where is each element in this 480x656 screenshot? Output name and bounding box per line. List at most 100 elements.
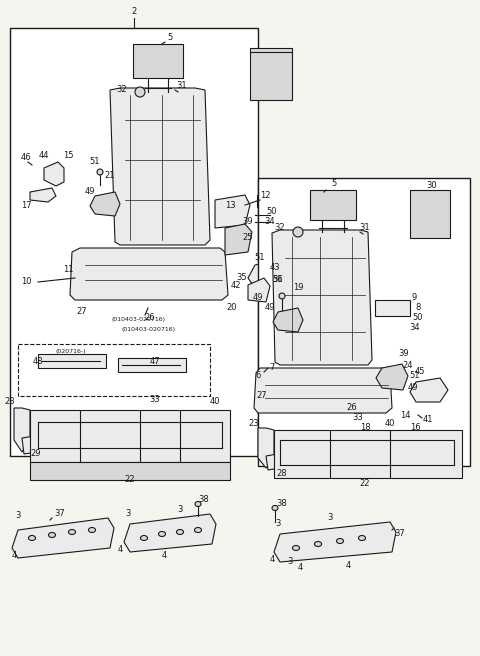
Polygon shape [90, 192, 120, 216]
Polygon shape [248, 260, 288, 288]
Text: 26: 26 [347, 403, 357, 413]
Bar [30, 410, 230, 462]
Text: 45: 45 [415, 367, 425, 377]
Text: 8: 8 [415, 304, 420, 312]
Text: 37: 37 [55, 510, 65, 518]
Text: 23: 23 [5, 398, 15, 407]
Text: 31: 31 [360, 224, 370, 232]
Ellipse shape [97, 169, 103, 175]
Polygon shape [14, 408, 30, 452]
Text: 2: 2 [132, 7, 137, 16]
Text: 33: 33 [150, 396, 160, 405]
Text: 29: 29 [31, 449, 41, 459]
Text: 27: 27 [77, 308, 87, 316]
Ellipse shape [135, 87, 145, 97]
Text: 46: 46 [21, 154, 31, 163]
Text: 26: 26 [144, 314, 156, 323]
Text: 23: 23 [249, 419, 259, 428]
Text: 4: 4 [346, 560, 350, 569]
Text: 43: 43 [270, 264, 280, 272]
Ellipse shape [177, 529, 183, 535]
Ellipse shape [69, 529, 75, 535]
Text: 5: 5 [331, 178, 336, 188]
Text: 51: 51 [410, 371, 420, 380]
Text: 4: 4 [269, 556, 275, 565]
Bar [30, 462, 230, 480]
Polygon shape [44, 162, 64, 186]
Text: 24: 24 [403, 361, 413, 369]
Text: 3: 3 [288, 558, 293, 567]
Text: 37: 37 [395, 529, 406, 539]
Text: 17: 17 [21, 201, 31, 209]
Polygon shape [266, 450, 304, 470]
Text: 40: 40 [210, 398, 220, 407]
Text: 31: 31 [177, 81, 187, 91]
Bar [133, 44, 183, 78]
Text: 3: 3 [15, 512, 21, 520]
Ellipse shape [141, 535, 147, 541]
Text: 33: 33 [353, 413, 363, 422]
Ellipse shape [48, 533, 56, 537]
Bar [257, 195, 279, 207]
Polygon shape [274, 522, 396, 562]
Text: 36: 36 [273, 276, 283, 285]
Ellipse shape [279, 293, 285, 299]
Text: 16: 16 [410, 424, 420, 432]
Text: 3: 3 [276, 520, 281, 529]
Polygon shape [124, 514, 216, 552]
Polygon shape [225, 224, 252, 255]
Text: 11: 11 [63, 266, 73, 274]
Text: 21: 21 [105, 171, 115, 180]
Polygon shape [70, 248, 228, 300]
Text: 19: 19 [293, 283, 303, 293]
Text: 42: 42 [231, 281, 241, 291]
Text: 50: 50 [267, 207, 277, 216]
Bar [38, 354, 106, 368]
Text: 38: 38 [276, 499, 288, 508]
Bar [250, 48, 292, 100]
Polygon shape [22, 432, 64, 454]
Bar [118, 358, 186, 372]
Ellipse shape [336, 539, 344, 544]
Text: 49: 49 [253, 293, 263, 302]
Text: 32: 32 [275, 224, 285, 232]
Ellipse shape [292, 546, 300, 550]
Text: 44: 44 [39, 150, 49, 159]
Text: 51: 51 [255, 253, 265, 262]
Text: 20: 20 [227, 304, 237, 312]
Text: 9: 9 [411, 293, 417, 302]
Ellipse shape [359, 535, 365, 541]
Bar [18, 344, 210, 396]
Text: 4: 4 [161, 550, 167, 560]
Bar [10, 28, 258, 456]
Text: 41: 41 [423, 415, 433, 424]
Polygon shape [215, 195, 250, 228]
Ellipse shape [293, 227, 303, 237]
Ellipse shape [158, 531, 166, 537]
Text: 49: 49 [265, 304, 275, 312]
Text: 3: 3 [125, 510, 131, 518]
Polygon shape [248, 278, 270, 302]
Text: 28: 28 [276, 470, 288, 478]
Text: 10: 10 [21, 277, 31, 287]
Text: (010403-020716): (010403-020716) [121, 327, 175, 333]
Text: 47: 47 [150, 358, 160, 367]
Polygon shape [258, 428, 274, 468]
Ellipse shape [272, 506, 278, 510]
Bar [258, 178, 470, 466]
Text: 39: 39 [399, 350, 409, 358]
Text: 35: 35 [237, 274, 247, 283]
Ellipse shape [88, 527, 96, 533]
Text: 3: 3 [327, 514, 333, 522]
Text: 27: 27 [257, 390, 267, 400]
Text: 7: 7 [269, 363, 275, 373]
Text: 6: 6 [255, 371, 261, 380]
Polygon shape [254, 368, 392, 413]
Text: 4: 4 [298, 564, 302, 573]
Text: 49: 49 [408, 384, 418, 392]
Text: 34: 34 [410, 323, 420, 333]
Text: 51: 51 [90, 157, 100, 167]
Text: 12: 12 [260, 192, 270, 201]
Text: 50: 50 [413, 314, 423, 323]
Bar [310, 190, 356, 220]
